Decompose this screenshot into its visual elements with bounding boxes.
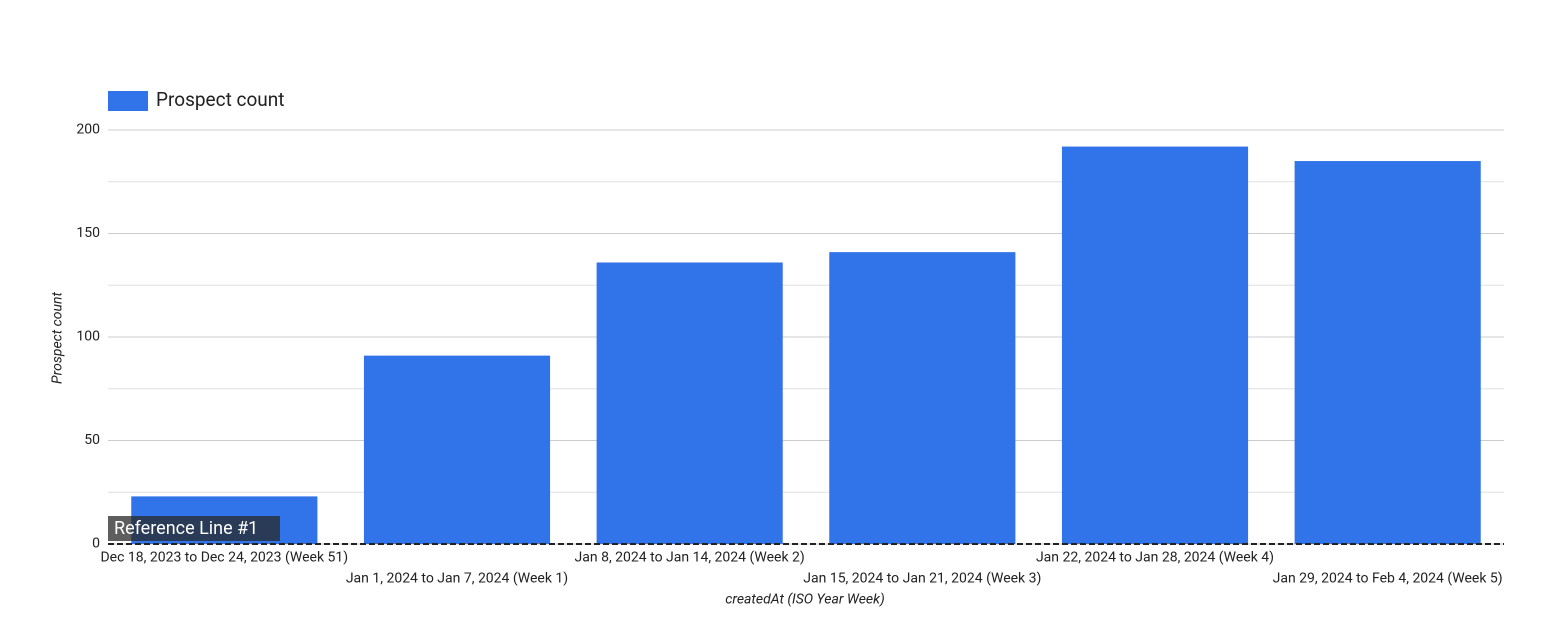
y-tick-label: 100 [76, 329, 100, 345]
bar [1061, 146, 1249, 544]
legend-swatch [108, 91, 148, 111]
y-tick-label: 200 [76, 122, 100, 138]
bar [596, 262, 783, 544]
x-tick-label: Jan 22, 2024 to Jan 28, 2024 (Week 4) [1036, 550, 1274, 566]
reference-label-bg [108, 516, 280, 541]
bar [829, 252, 1016, 544]
y-tick-label: 50 [84, 432, 100, 448]
y-axis-title: Prospect count [50, 292, 66, 384]
x-tick-label: Jan 8, 2024 to Jan 14, 2024 (Week 2) [575, 550, 805, 566]
x-tick-label: Dec 18, 2023 to Dec 24, 2023 (Week 51) [100, 550, 348, 566]
legend-label: Prospect count [156, 88, 284, 111]
reference-label: Reference Line #1 [114, 518, 258, 539]
bar [1294, 161, 1481, 545]
x-tick-label: Jan 29, 2024 to Feb 4, 2024 (Week 5) [1273, 571, 1503, 587]
x-axis-title: createdAt (ISO Year Week) [725, 592, 884, 608]
bar [363, 355, 551, 544]
y-tick-label: 0 [92, 536, 100, 552]
x-tick-label: Jan 1, 2024 to Jan 7, 2024 (Week 1) [346, 571, 568, 587]
y-tick-label: 150 [76, 225, 100, 241]
x-tick-label: Jan 15, 2024 to Jan 21, 2024 (Week 3) [803, 571, 1041, 587]
